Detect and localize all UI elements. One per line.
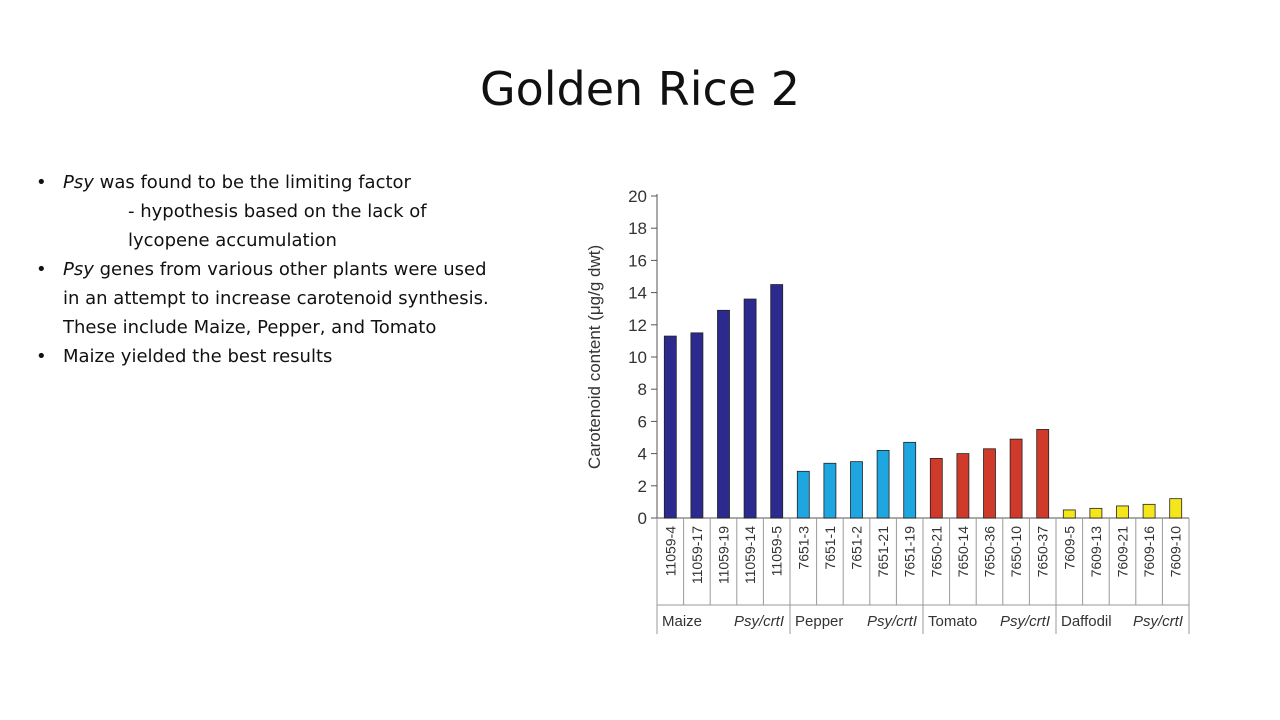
y-tick-label: 20 (628, 187, 647, 206)
bar (850, 461, 863, 519)
x-tick-label: 7650-10 (1008, 526, 1024, 578)
group-suffix-label: Psy/crtI (734, 613, 784, 630)
x-tick-label: 7609-13 (1088, 526, 1104, 578)
bar (743, 298, 757, 519)
y-tick-label: 8 (638, 380, 647, 399)
x-tick-label: 7609-5 (1061, 526, 1077, 570)
x-tick-label: 7651-2 (849, 526, 865, 570)
bar (796, 470, 810, 519)
bullet-emphasis: Psy (63, 259, 94, 280)
group-label: Pepper (795, 613, 843, 630)
x-tick-label: 7650-21 (928, 526, 944, 578)
bullet-item: Psy was found to be the limiting factor (36, 168, 496, 197)
bar (1142, 503, 1156, 519)
y-tick-label: 10 (628, 348, 647, 367)
x-tick-label: 7609-21 (1115, 526, 1131, 578)
group-label: Daffodil (1061, 613, 1112, 630)
y-tick-label: 4 (638, 445, 647, 464)
bullet-emphasis: Psy (63, 172, 94, 193)
y-tick-label: 16 (628, 251, 647, 270)
x-tick-label: 7650-36 (982, 526, 998, 578)
bar (1169, 498, 1183, 519)
bar (663, 335, 677, 519)
bullet-text: was found to be the limiting factor (93, 172, 411, 193)
y-tick-label: 6 (638, 412, 647, 431)
bar (903, 441, 917, 519)
y-tick-label: 12 (628, 316, 647, 335)
x-tick-label: 7650-37 (1035, 526, 1051, 578)
x-tick-label: 7651-3 (795, 526, 811, 570)
bar (1036, 429, 1050, 519)
bar (1009, 438, 1023, 519)
x-tick-label: 7651-19 (902, 526, 918, 578)
bullet-text: genes from various other plants were use… (63, 259, 489, 338)
x-tick-label: 7609-10 (1168, 526, 1184, 578)
x-tick-label: 7609-16 (1141, 526, 1157, 578)
y-tick-label: 2 (638, 477, 647, 496)
x-tick-label: 11059-4 (662, 526, 678, 577)
group-label: Maize (662, 613, 702, 630)
x-tick-label: 7651-1 (822, 526, 838, 570)
y-axis-title: Carotenoid content (μg/g dwt) (585, 245, 604, 469)
group-suffix-label: Psy/crtI (867, 613, 917, 630)
x-tick-label: 11059-14 (742, 526, 758, 584)
y-tick-label: 14 (628, 284, 647, 303)
slide-title: Golden Rice 2 (479, 62, 801, 116)
bar (823, 462, 837, 519)
x-tick-label: 7651-21 (875, 526, 891, 578)
group-suffix-label: Psy/crtI (1133, 613, 1183, 630)
sub-bullet-item: - hypothesis based on the lack of lycope… (128, 201, 427, 251)
x-tick-label: 11059-5 (769, 526, 785, 577)
bar (1089, 507, 1103, 519)
group-suffix-label: Psy/crtI (1000, 613, 1050, 630)
bar (770, 284, 784, 519)
group-label: Tomato (928, 613, 977, 630)
bullet-item: Maize yielded the best results (36, 342, 496, 371)
y-tick-label: 0 (638, 509, 647, 528)
bar (1116, 505, 1129, 519)
x-tick-label: 11059-17 (689, 526, 705, 584)
x-tick-label: 7650-14 (955, 526, 971, 578)
y-tick-label: 18 (628, 219, 647, 238)
bullet-item: Psy genes from various other plants were… (36, 255, 496, 342)
bar (956, 453, 970, 519)
bar (876, 449, 890, 519)
bar (717, 309, 730, 519)
bar (690, 332, 704, 519)
bar-chart: 0 2 4 6 8 10 12 14 16 18 20 Carotenoid content (μg/… (585, 187, 1190, 634)
x-tick-label: 11059-19 (716, 526, 732, 584)
bar (983, 448, 996, 519)
bar (1062, 509, 1076, 519)
bar (929, 458, 943, 519)
bullet-list: Psy was found to be the limiting factor … (36, 168, 496, 371)
